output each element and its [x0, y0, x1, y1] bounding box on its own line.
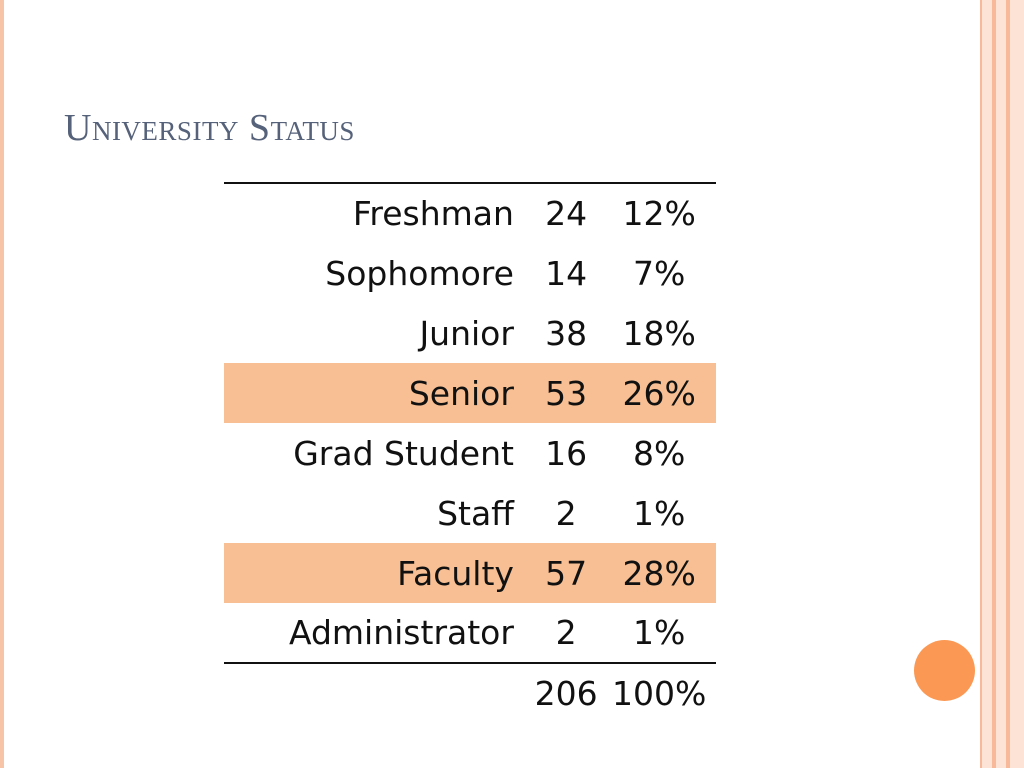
accent-circle-decoration [914, 640, 975, 701]
row-percent: 12% [602, 182, 716, 243]
row-label: Grad Student [293, 433, 514, 473]
slide-title: University Status [64, 107, 355, 149]
row-label: Freshman [224, 182, 530, 243]
row-percent: 18% [622, 313, 696, 353]
row-percent: 1% [602, 603, 716, 664]
row-count: 14 [545, 253, 588, 293]
table-row: Administrator 2 1% [224, 603, 716, 664]
row-count: 16 [545, 433, 588, 473]
total-percent: 100% [611, 674, 707, 713]
row-label: Staff [437, 493, 514, 533]
row-percent: 8% [632, 433, 686, 473]
row-count: 53 [529, 363, 603, 423]
total-count: 206 [534, 674, 598, 713]
row-label: Senior [224, 363, 530, 423]
row-label: Faculty [224, 543, 530, 603]
total-row: 206 100% [224, 663, 716, 723]
table-row: Senior 53 26% [224, 363, 716, 423]
table-row: Freshman 24 12% [224, 182, 716, 243]
right-stripe-decoration [980, 0, 1024, 768]
row-label: Sophomore [325, 253, 514, 293]
row-label: Administrator [224, 603, 530, 664]
row-percent: 1% [632, 493, 686, 533]
row-label: Junior [419, 313, 514, 353]
row-count: 2 [529, 603, 603, 664]
row-percent: 26% [602, 363, 716, 423]
row-count: 2 [555, 493, 577, 533]
table-row: Grad Student 16 8% [224, 423, 716, 483]
status-table-container: Freshman 24 12% Sophomore 14 7% Junior 3… [224, 182, 716, 723]
row-count: 24 [529, 182, 603, 243]
row-count: 38 [545, 313, 588, 353]
table-row: Sophomore 14 7% [224, 243, 716, 303]
total-label [224, 663, 530, 723]
row-percent: 7% [632, 253, 686, 293]
status-table: Freshman 24 12% Sophomore 14 7% Junior 3… [224, 182, 716, 723]
row-count: 57 [529, 543, 603, 603]
table-row: Faculty 57 28% [224, 543, 716, 603]
table-row: Junior 38 18% [224, 303, 716, 363]
row-percent: 28% [602, 543, 716, 603]
left-border-decoration [0, 0, 4, 768]
table-row: Staff 2 1% [224, 483, 716, 543]
